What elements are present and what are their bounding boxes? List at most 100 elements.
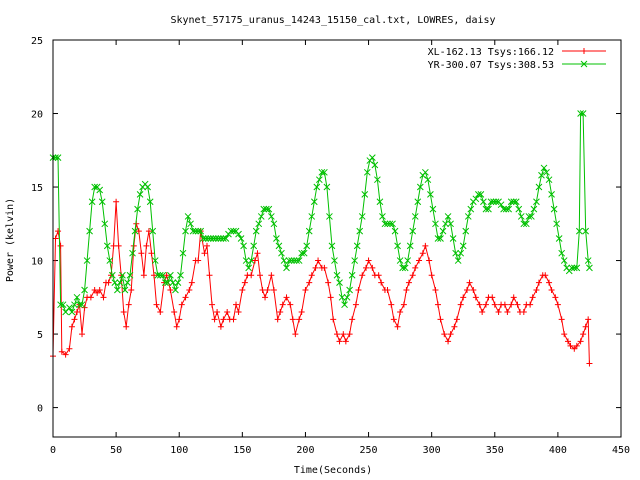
data-point: [325, 279, 332, 286]
data-point: [176, 316, 183, 323]
y-tick-label: 20: [31, 110, 43, 121]
data-point: [154, 271, 162, 279]
data-point: [333, 271, 341, 279]
data-point: [445, 338, 452, 345]
data-point: [529, 294, 536, 301]
data-point: [414, 198, 422, 206]
data-point: [188, 279, 195, 286]
data-point: [582, 227, 590, 235]
data-point: [159, 271, 167, 279]
data-point: [341, 301, 348, 309]
data-point: [220, 316, 227, 323]
data-point: [177, 271, 184, 279]
data-point: [283, 294, 290, 301]
data-point: [444, 213, 452, 220]
data-point: [338, 293, 346, 301]
data-point: [305, 227, 313, 235]
data-point: [257, 213, 265, 220]
data-point: [237, 235, 245, 242]
data-point: [426, 257, 433, 264]
data-point: [429, 205, 437, 213]
data-point: [78, 301, 86, 309]
y-tick-label: 0: [37, 404, 43, 415]
data-point: [57, 242, 64, 249]
data-point: [96, 186, 104, 194]
data-point: [514, 301, 521, 308]
data-point: [550, 205, 558, 213]
y-tick-label: 25: [31, 36, 43, 47]
data-point: [391, 227, 399, 235]
data-point: [206, 272, 213, 279]
data-point: [327, 294, 334, 301]
data-point: [187, 220, 194, 228]
data-point: [371, 161, 379, 169]
data-point: [356, 227, 364, 235]
data-point: [538, 171, 545, 179]
data-point: [568, 264, 576, 272]
data-point: [96, 286, 103, 293]
data-point: [353, 242, 361, 250]
data-point: [459, 242, 467, 250]
x-axis-label: Time(Seconds): [294, 465, 372, 476]
data-point: [315, 257, 322, 264]
data-point: [268, 213, 275, 220]
data-point: [564, 338, 571, 345]
data-point: [245, 264, 252, 272]
data-point: [552, 294, 559, 301]
data-point: [491, 301, 498, 308]
data-point: [349, 316, 356, 323]
data-point: [189, 227, 197, 235]
data-point: [355, 286, 362, 293]
data-point: [118, 272, 125, 279]
data-point: [103, 242, 111, 250]
data-point: [217, 235, 225, 242]
data-point: [428, 272, 435, 279]
data-point: [406, 242, 414, 250]
chart-title: Skynet_57175_uranus_14243_15150_cal.txt,…: [170, 15, 495, 26]
data-point: [553, 220, 560, 228]
y-axis-label: Power (kelvin): [5, 198, 16, 282]
data-point: [111, 279, 119, 286]
data-point: [554, 301, 561, 308]
data-point: [250, 242, 258, 250]
data-point: [401, 264, 409, 272]
data-point: [482, 301, 489, 308]
data-point: [204, 235, 212, 242]
data-point: [202, 235, 210, 242]
data-point: [270, 220, 278, 228]
data-point: [255, 220, 263, 228]
data-point: [575, 227, 583, 235]
data-point: [358, 213, 366, 220]
x-tick-label: 450: [612, 445, 630, 456]
data-point: [477, 191, 485, 198]
data-point: [579, 110, 587, 117]
data-point: [222, 235, 230, 242]
data-point: [386, 220, 394, 228]
data-point: [83, 257, 91, 264]
data-point: [485, 205, 492, 213]
data-point: [120, 309, 127, 316]
data-point: [457, 249, 465, 257]
legend-label: YR-300.07 Tsys:308.53: [428, 60, 554, 71]
data-point: [321, 264, 328, 271]
data-point: [361, 191, 369, 198]
data-point: [251, 257, 258, 264]
data-point: [540, 164, 548, 172]
data-point: [146, 198, 154, 206]
x-tick-label: 350: [486, 445, 504, 456]
y-tick-label: 15: [31, 183, 43, 194]
data-point: [252, 227, 260, 235]
data-point: [577, 110, 584, 117]
data-point: [530, 205, 538, 213]
data-point: [422, 168, 429, 176]
data-point: [475, 191, 482, 198]
data-point: [179, 249, 187, 257]
data-point: [517, 213, 525, 220]
data-point: [527, 301, 534, 308]
data-point: [235, 230, 242, 238]
data-point: [172, 286, 179, 294]
data-point: [212, 235, 220, 242]
data-point: [66, 345, 73, 352]
data-point: [121, 286, 129, 294]
